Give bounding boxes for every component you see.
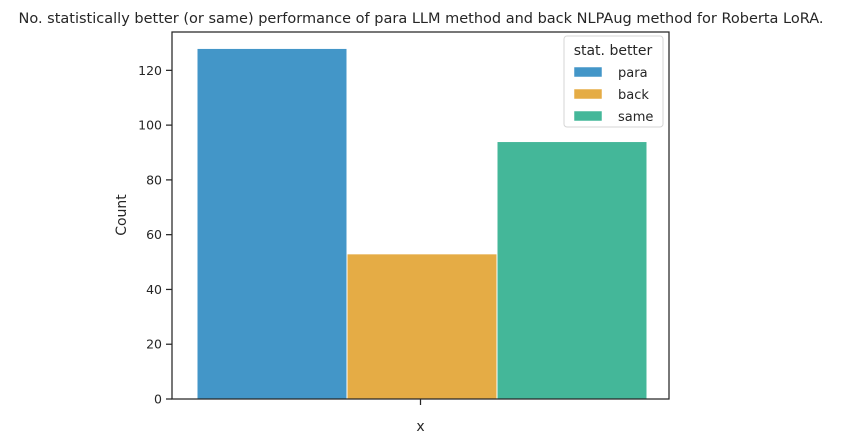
legend-label-same: same <box>618 110 653 125</box>
legend-swatch-para <box>573 66 603 78</box>
legend-label-back: back <box>618 88 649 103</box>
y-tick-label: 60 <box>146 227 162 242</box>
y-tick-label: 20 <box>146 337 162 352</box>
y-tick-label: 40 <box>146 282 162 297</box>
bar-para <box>196 47 348 400</box>
bar-same <box>496 141 648 400</box>
plot-frame <box>171 31 670 400</box>
legend-box <box>563 35 664 128</box>
y-tick-label: 120 <box>138 63 162 78</box>
legend-title: stat. better <box>574 43 653 59</box>
bars-layer <box>196 47 648 400</box>
x-tick-label: x <box>416 419 424 435</box>
y-tick-label: 0 <box>154 392 162 407</box>
y-tick-label: 100 <box>138 118 162 133</box>
x-axis: x <box>416 399 425 435</box>
legend-swatch-back <box>573 88 603 100</box>
legend: stat. better para back same <box>563 35 664 128</box>
legend-label-para: para <box>618 66 648 81</box>
y-axis-label: Count <box>114 194 130 236</box>
legend-swatch-same <box>573 110 603 122</box>
y-tick-label: 80 <box>146 172 162 187</box>
bar-back <box>346 253 498 400</box>
chart-title: No. statistically better (or same) perfo… <box>18 11 823 27</box>
y-axis: 0 20 40 60 80 100 120 <box>138 63 172 407</box>
